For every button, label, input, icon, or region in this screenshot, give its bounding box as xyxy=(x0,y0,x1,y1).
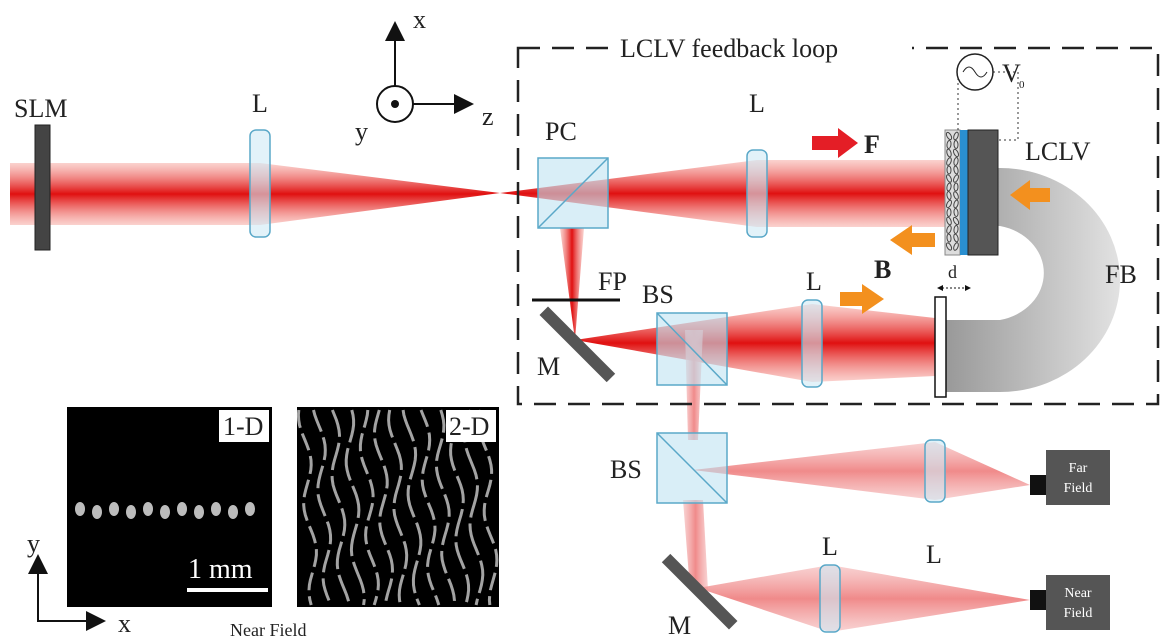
lens xyxy=(820,565,840,632)
label: L xyxy=(252,89,268,118)
spot xyxy=(143,502,153,516)
label: x xyxy=(118,609,131,638)
arrow xyxy=(812,128,858,158)
slm xyxy=(35,125,50,250)
beam xyxy=(575,304,935,382)
camera xyxy=(1030,590,1046,610)
spot xyxy=(228,505,238,519)
photoconductor xyxy=(968,130,998,255)
voltage-subscript: 0 xyxy=(1019,79,1025,91)
mirror-layer xyxy=(960,130,968,255)
label: L xyxy=(749,89,765,118)
lens xyxy=(250,130,270,237)
inset-label: 1-D xyxy=(223,412,263,441)
spot xyxy=(92,505,102,519)
label: LCLV xyxy=(1025,137,1091,166)
spot xyxy=(194,505,204,519)
spot xyxy=(245,502,255,516)
label: y xyxy=(355,117,368,146)
caption: Near Field xyxy=(230,620,306,639)
label: L xyxy=(806,267,822,296)
camera xyxy=(1030,475,1046,495)
axis-dot xyxy=(391,100,399,108)
label: F xyxy=(864,130,880,159)
label: FB xyxy=(1105,260,1137,289)
camera-label: Far xyxy=(1069,461,1088,476)
camera xyxy=(1046,575,1110,630)
label: SLM xyxy=(14,94,67,123)
spot xyxy=(109,502,119,516)
camera-label: Field xyxy=(1064,606,1093,621)
label: FP xyxy=(598,267,627,296)
label: z xyxy=(482,102,494,131)
label: M xyxy=(537,352,560,381)
label: PC xyxy=(545,117,577,146)
label: M xyxy=(668,611,691,639)
inset-label: 2-D xyxy=(449,412,489,441)
spot xyxy=(211,502,221,516)
spot xyxy=(177,502,187,516)
spot xyxy=(75,502,85,516)
glass-plate xyxy=(935,297,946,397)
label: B xyxy=(874,255,891,284)
camera-label: Near xyxy=(1064,586,1092,601)
scale-label: 1 mm xyxy=(188,554,253,585)
camera xyxy=(1046,450,1110,505)
label: L xyxy=(822,532,838,561)
camera-label: Field xyxy=(1064,481,1093,496)
label: d xyxy=(948,262,957,282)
spot xyxy=(126,505,136,519)
label: BS xyxy=(642,280,674,309)
lens xyxy=(802,300,822,387)
label: L xyxy=(926,540,942,569)
label: BS xyxy=(610,455,642,484)
beam xyxy=(693,442,1030,500)
label: y xyxy=(27,529,40,558)
lens xyxy=(925,440,945,502)
arrow xyxy=(890,225,935,255)
loop-title: LCLV feedback loop xyxy=(620,34,838,63)
beam xyxy=(698,565,1030,632)
label: x xyxy=(413,5,426,34)
spot xyxy=(160,505,170,519)
lens xyxy=(747,150,767,237)
setup-diagram: LCLV feedback loop SLM L L L L L PC BS B… xyxy=(0,0,1165,639)
